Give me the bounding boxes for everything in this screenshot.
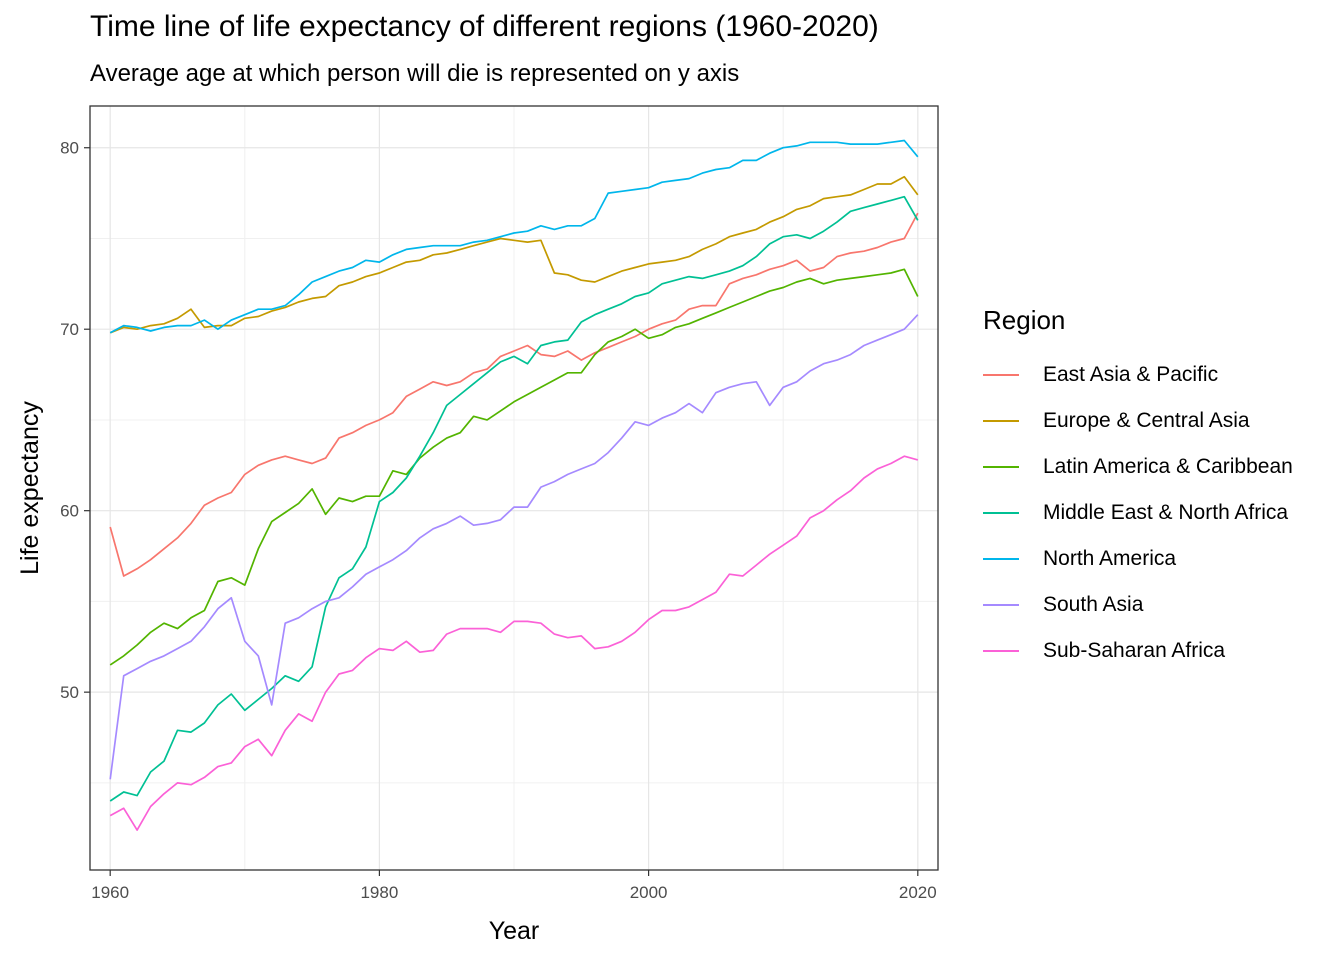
- legend: Region East Asia & Pacific Europe & Centr…: [983, 305, 1293, 674]
- legend-item: Latin America & Caribbean: [983, 444, 1293, 490]
- legend-key: [983, 374, 1019, 376]
- legend-label: Sub-Saharan Africa: [1043, 639, 1226, 662]
- series-line-4: [109, 139, 919, 334]
- legend-item: Middle East & North Africa: [983, 490, 1293, 536]
- legend-item: North America: [983, 536, 1293, 582]
- legend-label: East Asia & Pacific: [1043, 363, 1219, 386]
- series-lines: [109, 139, 919, 831]
- legend-item: South Asia: [983, 582, 1293, 628]
- plot-border: [89, 105, 939, 871]
- y-tick-label: 70: [60, 320, 79, 339]
- axes: 1960 1980 2000 2020 50 60 70 80: [60, 139, 937, 902]
- y-axis-title: Life expectancy: [16, 401, 44, 575]
- x-tick-label: 1960: [91, 883, 129, 902]
- legend-title: Region: [983, 305, 1066, 335]
- legend-label: Middle East & North Africa: [1043, 501, 1289, 524]
- legend-key: [983, 512, 1019, 514]
- legend-items: East Asia & Pacific Europe & Central Asia…: [983, 352, 1293, 674]
- series-line-2: [109, 268, 919, 666]
- series-line-1: [109, 175, 919, 334]
- legend-label: Europe & Central Asia: [1043, 409, 1250, 432]
- chart-title: Time line of life expectancy of differen…: [90, 10, 879, 43]
- series-line-3: [109, 195, 919, 802]
- legend-label: South Asia: [1043, 593, 1144, 616]
- legend-key: [983, 604, 1019, 606]
- series-line-6: [109, 455, 919, 831]
- legend-key: [983, 558, 1019, 560]
- y-tick-label: 80: [60, 139, 79, 158]
- chart-subtitle: Average age at which person will die is …: [90, 60, 740, 87]
- series-line-5: [109, 314, 919, 780]
- legend-key: [983, 650, 1019, 652]
- x-tick-label: 2000: [630, 883, 668, 902]
- x-tick-label: 1980: [360, 883, 398, 902]
- legend-key: [983, 420, 1019, 422]
- y-tick-label: 60: [60, 502, 79, 521]
- legend-label: Latin America & Caribbean: [1043, 455, 1293, 478]
- legend-label: North America: [1043, 547, 1177, 570]
- gridlines: [90, 106, 938, 870]
- x-axis-title: Year: [489, 917, 540, 945]
- legend-key: [983, 466, 1019, 468]
- series-line-0: [109, 212, 919, 577]
- legend-item: Sub-Saharan Africa: [983, 628, 1293, 674]
- y-tick-label: 50: [60, 683, 79, 702]
- x-tick-label: 2020: [899, 883, 937, 902]
- legend-item: Europe & Central Asia: [983, 398, 1293, 444]
- legend-item: East Asia & Pacific: [983, 352, 1293, 398]
